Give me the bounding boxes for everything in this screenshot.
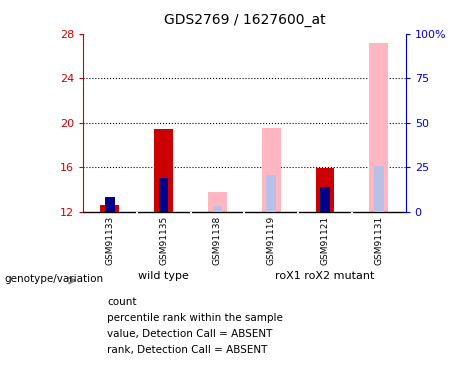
Text: GSM91131: GSM91131 — [374, 216, 383, 265]
Bar — [213, 206, 222, 212]
Bar — [154, 129, 173, 212]
Bar — [374, 166, 384, 212]
Text: GSM91119: GSM91119 — [267, 216, 276, 265]
Text: wild type: wild type — [138, 271, 189, 280]
Text: genotype/variation: genotype/variation — [5, 274, 104, 284]
Text: roX1 roX2 mutant: roX1 roX2 mutant — [275, 271, 375, 280]
Text: GSM91121: GSM91121 — [320, 216, 330, 265]
Bar — [369, 43, 388, 212]
Text: GSM91135: GSM91135 — [159, 216, 168, 265]
Bar — [100, 205, 119, 212]
Text: GSM91138: GSM91138 — [213, 216, 222, 265]
Text: percentile rank within the sample: percentile rank within the sample — [107, 313, 283, 323]
Bar — [262, 128, 281, 212]
Bar — [105, 197, 115, 212]
Bar — [266, 175, 276, 212]
Text: count: count — [107, 297, 136, 307]
Bar — [208, 192, 227, 212]
Text: rank, Detection Call = ABSENT: rank, Detection Call = ABSENT — [107, 345, 267, 355]
Bar — [316, 168, 334, 212]
Text: value, Detection Call = ABSENT: value, Detection Call = ABSENT — [107, 329, 272, 339]
Text: GDS2769 / 1627600_at: GDS2769 / 1627600_at — [164, 13, 325, 27]
Bar — [159, 178, 168, 212]
Bar — [320, 188, 330, 212]
Text: GSM91133: GSM91133 — [106, 216, 114, 265]
